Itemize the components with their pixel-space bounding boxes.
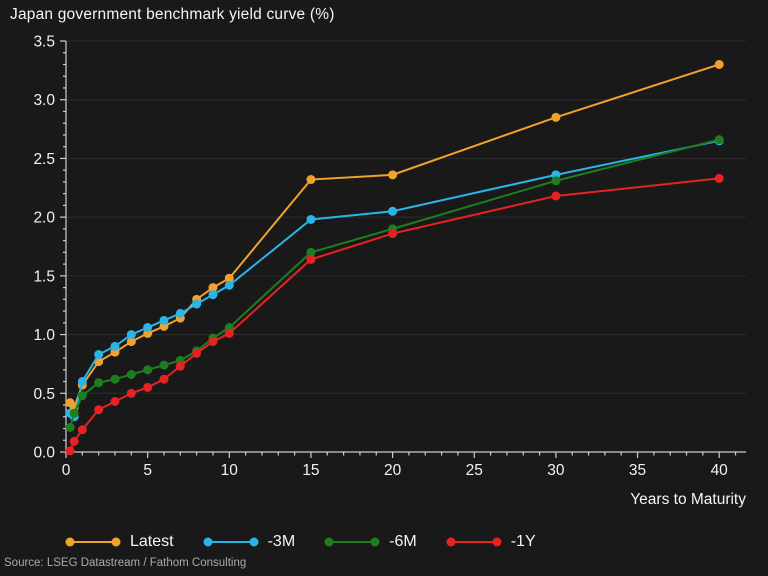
series-Latest [65, 59, 724, 412]
legend-marker-icon [446, 537, 502, 547]
svg-text:20: 20 [384, 462, 402, 479]
svg-text:3.5: 3.5 [33, 33, 55, 50]
svg-text:30: 30 [547, 462, 565, 479]
legend-item-3m: -3M [202, 531, 296, 553]
legend-item-latest: Latest [64, 531, 174, 553]
series--6M [65, 135, 724, 432]
svg-text:1.5: 1.5 [33, 268, 55, 285]
legend-label: -6M [389, 533, 417, 550]
svg-text:0.0: 0.0 [33, 445, 55, 462]
gridlines [66, 40, 746, 394]
chart-title: Japan government benchmark yield curve (… [10, 6, 335, 23]
legend-label: Latest [130, 533, 174, 550]
svg-text:35: 35 [629, 462, 646, 479]
svg-text:0: 0 [62, 462, 71, 479]
x-axis-ticks: 0 5 10 15 20 25 30 35 40 [62, 452, 737, 479]
legend-item-6m: -6M [323, 531, 417, 553]
svg-text:1.0: 1.0 [33, 327, 55, 344]
svg-text:10: 10 [221, 462, 239, 479]
axes [65, 40, 746, 453]
svg-text:3.0: 3.0 [33, 92, 55, 109]
svg-text:0.5: 0.5 [33, 386, 55, 403]
legend-label: -1Y [510, 533, 536, 550]
x-axis-label: Years to Maturity [630, 491, 746, 508]
legend-marker-icon [65, 537, 121, 547]
legend: Latest -3M -6M -1Y [64, 531, 536, 553]
svg-text:15: 15 [302, 462, 319, 479]
svg-text:5: 5 [143, 462, 152, 479]
y-axis-ticks: 0.0 0.5 1.0 1.5 2.0 2.5 3.0 3.5 [33, 33, 66, 462]
svg-text:25: 25 [466, 462, 483, 479]
legend-item-1y: -1Y [445, 531, 536, 553]
source-note: Source: LSEG Datastream / Fathom Consult… [4, 557, 247, 569]
svg-text:2.5: 2.5 [33, 151, 55, 168]
svg-text:2.0: 2.0 [33, 210, 55, 227]
svg-text:40: 40 [711, 462, 729, 479]
series--1Y [65, 173, 724, 456]
legend-marker-icon [203, 537, 259, 547]
legend-marker-icon [324, 537, 380, 547]
legend-label: -3M [267, 533, 296, 550]
